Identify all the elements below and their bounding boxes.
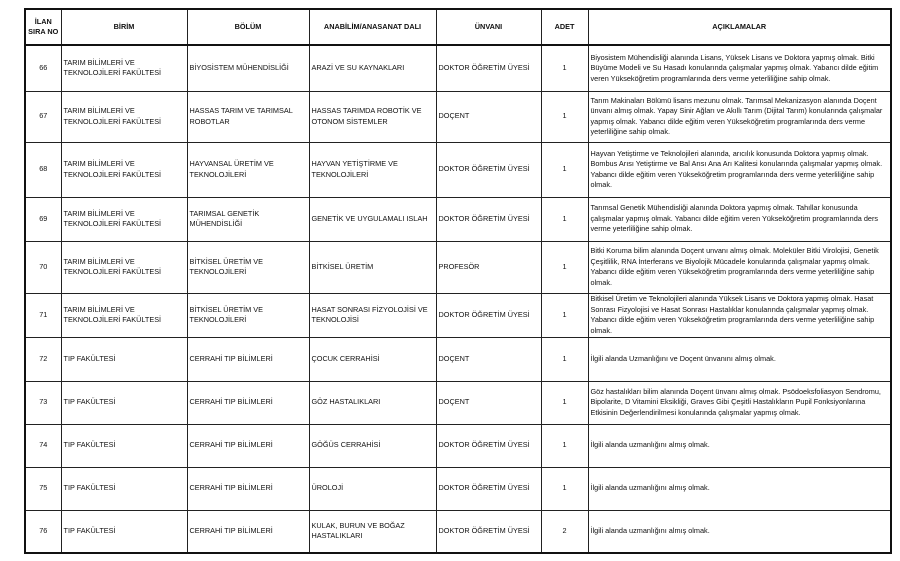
- table-row: 66 TARIM BİLİMLERİ VE TEKNOLOJİLERİ FAKÜL…: [24, 44, 892, 92]
- cell-anabilim: GENETİK VE UYGULAMALI ISLAH: [308, 196, 437, 242]
- cell-aciklama: Biyosistem Mühendisliği alanında Lisans,…: [587, 44, 892, 92]
- cell-aciklama: Bitkisel Üretim ve Teknolojileri alanınd…: [587, 292, 892, 338]
- cell-birim: TIP FAKÜLTESİ: [60, 466, 188, 511]
- cell-adet: 1: [540, 466, 589, 511]
- header-no: İLAN SIRA NO: [24, 8, 62, 46]
- cell-anabilim: ÇOCUK CERRAHİSİ: [308, 336, 437, 382]
- cell-anabilim: GÖĞÜS CERRAHİSİ: [308, 423, 437, 468]
- cell-no: 71: [24, 292, 62, 338]
- cell-aciklama: İlgili alanda Uzmanlığını ve Doçent ünva…: [587, 336, 892, 382]
- cell-birim: TARIM BİLİMLERİ VE TEKNOLOJİLERİ FAKÜLTE…: [60, 240, 188, 294]
- cell-bolum: BİYOSİSTEM MÜHENDİSLİĞİ: [186, 44, 310, 92]
- header-bolum: BÖLÜM: [186, 8, 310, 46]
- cell-anabilim: HASAT SONRASI FİZYOLOJİSİ VE TEKNOLOJİSİ: [308, 292, 437, 338]
- cell-adet: 1: [540, 240, 589, 294]
- cell-adet: 1: [540, 141, 589, 198]
- cell-anabilim: ARAZİ VE SU KAYNAKLARI: [308, 44, 437, 92]
- cell-unvan: DOKTOR ÖĞRETİM ÜYESİ: [435, 292, 542, 338]
- cell-birim: TARIM BİLİMLERİ VE TEKNOLOJİLERİ FAKÜLTE…: [60, 44, 188, 92]
- cell-unvan: DOKTOR ÖĞRETİM ÜYESİ: [435, 423, 542, 468]
- cell-adet: 1: [540, 423, 589, 468]
- cell-no: 67: [24, 90, 62, 143]
- cell-birim: TIP FAKÜLTESİ: [60, 380, 188, 425]
- cell-no: 73: [24, 380, 62, 425]
- cell-unvan: DOÇENT: [435, 336, 542, 382]
- header-adet: ADET: [540, 8, 589, 46]
- cell-unvan: DOKTOR ÖĞRETİM ÜYESİ: [435, 141, 542, 198]
- cell-no: 74: [24, 423, 62, 468]
- cell-anabilim: BİTKİSEL ÜRETİM: [308, 240, 437, 294]
- cell-aciklama: İlgili alanda uzmanlığını almış olmak.: [587, 423, 892, 468]
- cell-no: 75: [24, 466, 62, 511]
- cell-birim: TARIM BİLİMLERİ VE TEKNOLOJİLERİ FAKÜLTE…: [60, 196, 188, 242]
- header-unvan: ÜNVANI: [435, 8, 542, 46]
- cell-no: 76: [24, 509, 62, 554]
- job-listings-table: İLAN SIRA NO BİRİM BÖLÜM ANABİLİM/ANASAN…: [24, 8, 892, 554]
- table-row: 73 TIP FAKÜLTESİ CERRAHİ TIP BİLİMLERİ GÖZ …: [24, 380, 892, 425]
- cell-birim: TIP FAKÜLTESİ: [60, 509, 188, 554]
- cell-bolum: CERRAHİ TIP BİLİMLERİ: [186, 423, 310, 468]
- cell-adet: 1: [540, 380, 589, 425]
- cell-adet: 1: [540, 336, 589, 382]
- cell-no: 70: [24, 240, 62, 294]
- cell-bolum: CERRAHİ TIP BİLİMLERİ: [186, 380, 310, 425]
- cell-aciklama: Tarımsal Genetik Mühendisliği alanında D…: [587, 196, 892, 242]
- cell-unvan: PROFESÖR: [435, 240, 542, 294]
- header-birim: BİRİM: [60, 8, 188, 46]
- table-row: 68 TARIM BİLİMLERİ VE TEKNOLOJİLERİ FAKÜL…: [24, 141, 892, 198]
- cell-adet: 1: [540, 90, 589, 143]
- cell-birim: TARIM BİLİMLERİ VE TEKNOLOJİLERİ FAKÜLTE…: [60, 292, 188, 338]
- header-row: İLAN SIRA NO BİRİM BÖLÜM ANABİLİM/ANASAN…: [24, 8, 892, 46]
- cell-bolum: HASSAS TARIM VE TARIMSAL ROBOTLAR: [186, 90, 310, 143]
- table-row: 70 TARIM BİLİMLERİ VE TEKNOLOJİLERİ FAKÜL…: [24, 240, 892, 294]
- cell-bolum: CERRAHİ TIP BİLİMLERİ: [186, 509, 310, 554]
- cell-aciklama: İlgili alanda uzmanlığını almış olmak.: [587, 509, 892, 554]
- cell-aciklama: Hayvan Yetiştirme ve Teknolojileri alanı…: [587, 141, 892, 198]
- cell-unvan: DOKTOR ÖĞRETİM ÜYESİ: [435, 44, 542, 92]
- cell-anabilim: HASSAS TARIMDA ROBOTİK VE OTONOM SİSTEML…: [308, 90, 437, 143]
- cell-aciklama: Bitki Koruma bilim alanında Doçent unvan…: [587, 240, 892, 294]
- cell-birim: TARIM BİLİMLERİ VE TEKNOLOJİLERİ FAKÜLTE…: [60, 141, 188, 198]
- table-row: 72 TIP FAKÜLTESİ CERRAHİ TIP BİLİMLERİ ÇOCU…: [24, 336, 892, 382]
- table-row: 71 TARIM BİLİMLERİ VE TEKNOLOJİLERİ FAKÜL…: [24, 292, 892, 338]
- table-row: 67 TARIM BİLİMLERİ VE TEKNOLOJİLERİ FAKÜL…: [24, 90, 892, 143]
- cell-birim: TIP FAKÜLTESİ: [60, 423, 188, 468]
- cell-adet: 1: [540, 292, 589, 338]
- cell-unvan: DOÇENT: [435, 380, 542, 425]
- cell-adet: 1: [540, 44, 589, 92]
- cell-unvan: DOKTOR ÖĞRETİM ÜYESİ: [435, 196, 542, 242]
- header-aciklama: AÇIKLAMALAR: [587, 8, 892, 46]
- cell-birim: TARIM BİLİMLERİ VE TEKNOLOJİLERİ FAKÜLTE…: [60, 90, 188, 143]
- cell-unvan: DOÇENT: [435, 90, 542, 143]
- table-row: 69 TARIM BİLİMLERİ VE TEKNOLOJİLERİ FAKÜL…: [24, 196, 892, 242]
- header-anabilim: ANABİLİM/ANASANAT DALI: [308, 8, 437, 46]
- cell-aciklama: Tarım Makinaları Bölümü lisans mezunu ol…: [587, 90, 892, 143]
- table-row: 74 TIP FAKÜLTESİ CERRAHİ TIP BİLİMLERİ GÖĞÜ…: [24, 423, 892, 468]
- cell-birim: TIP FAKÜLTESİ: [60, 336, 188, 382]
- cell-bolum: BİTKİSEL ÜRETİM VE TEKNOLOJİLERİ: [186, 240, 310, 294]
- cell-bolum: HAYVANSAL ÜRETİM VE TEKNOLOJİLERİ: [186, 141, 310, 198]
- cell-aciklama: İlgili alanda uzmanlığını almış olmak.: [587, 466, 892, 511]
- cell-adet: 2: [540, 509, 589, 554]
- cell-adet: 1: [540, 196, 589, 242]
- cell-no: 66: [24, 44, 62, 92]
- cell-no: 72: [24, 336, 62, 382]
- cell-aciklama: Göz hastalıkları bilim alanında Doçent ü…: [587, 380, 892, 425]
- cell-anabilim: HAYVAN YETİŞTİRME VE TEKNOLOJİLERİ: [308, 141, 437, 198]
- cell-bolum: CERRAHİ TIP BİLİMLERİ: [186, 466, 310, 511]
- cell-bolum: CERRAHİ TIP BİLİMLERİ: [186, 336, 310, 382]
- cell-unvan: DOKTOR ÖĞRETİM ÜYESİ: [435, 466, 542, 511]
- cell-no: 68: [24, 141, 62, 198]
- table-row: 75 TIP FAKÜLTESİ CERRAHİ TIP BİLİMLERİ ÜROL…: [24, 466, 892, 511]
- table-row: 76 TIP FAKÜLTESİ CERRAHİ TIP BİLİMLERİ KULA…: [24, 509, 892, 554]
- cell-unvan: DOKTOR ÖĞRETİM ÜYESİ: [435, 509, 542, 554]
- cell-no: 69: [24, 196, 62, 242]
- cell-bolum: TARIMSAL GENETİK MÜHENDİSLİĞİ: [186, 196, 310, 242]
- cell-anabilim: KULAK, BURUN VE BOĞAZ HASTALIKLARI: [308, 509, 437, 554]
- cell-anabilim: ÜROLOJİ: [308, 466, 437, 511]
- cell-bolum: BİTKİSEL ÜRETİM VE TEKNOLOJİLERİ: [186, 292, 310, 338]
- cell-anabilim: GÖZ HASTALIKLARI: [308, 380, 437, 425]
